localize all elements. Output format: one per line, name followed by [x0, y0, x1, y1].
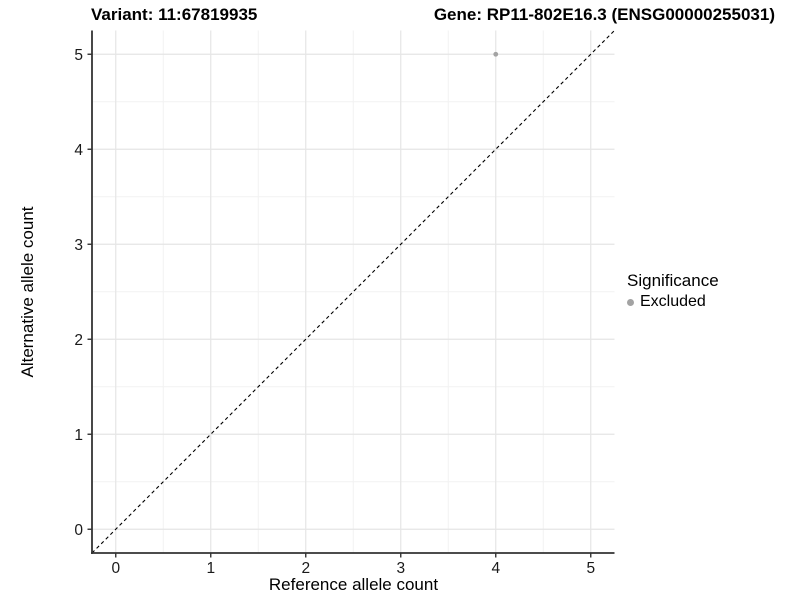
plot-title-gene: Gene: RP11-802E16.3 (ENSG00000255031)	[433, 5, 775, 24]
y-tick-label: 1	[74, 427, 83, 444]
y-tick-label: 3	[74, 237, 83, 254]
x-tick-label: 5	[586, 560, 595, 577]
y-tick-label: 2	[74, 332, 83, 349]
legend: Significance Excluded	[627, 270, 719, 311]
x-axis-title: Reference allele count	[268, 575, 439, 594]
x-tick-label: 0	[111, 560, 120, 577]
x-tick-label: 2	[301, 560, 310, 577]
excluded-point-icon	[627, 298, 634, 306]
y-tick-label: 0	[74, 522, 83, 539]
data-point-excluded	[493, 51, 499, 57]
legend-item-excluded: Excluded	[627, 293, 719, 311]
x-tick-label: 3	[396, 560, 405, 577]
y-axis-title: Alternative allele count	[18, 206, 37, 378]
legend-title: Significance	[627, 271, 719, 290]
y-tick-label: 5	[74, 47, 83, 64]
plot-title-variant: Variant: 11:67819935	[91, 5, 258, 24]
legend-item-label: Excluded	[640, 293, 706, 310]
y-tick-label: 4	[74, 142, 83, 159]
x-tick-label: 4	[491, 560, 500, 577]
x-tick-label: 1	[206, 560, 215, 577]
